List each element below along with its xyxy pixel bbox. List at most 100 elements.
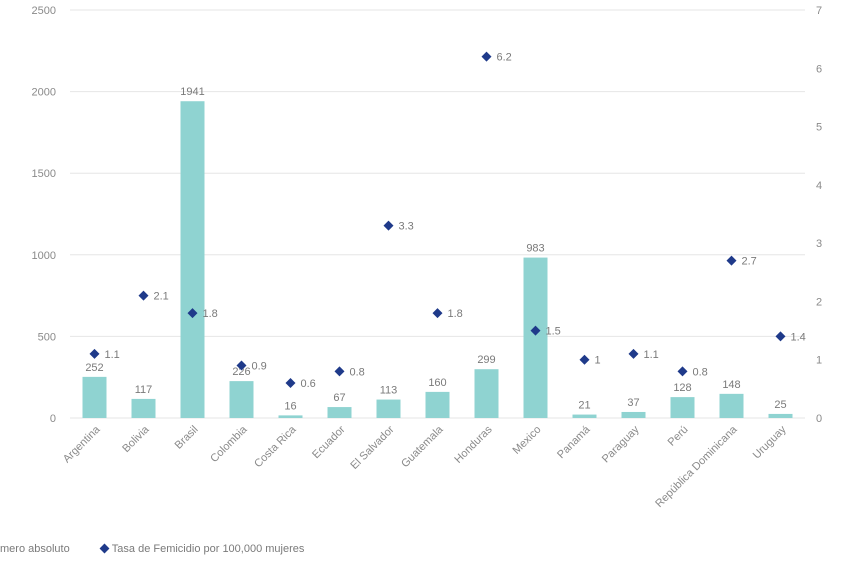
legend-item-bars: mero absoluto (0, 543, 70, 555)
bar (523, 257, 548, 418)
left-tick-label: 0 (50, 413, 56, 425)
bar-value-label: 160 (428, 377, 446, 389)
marker-point (187, 308, 198, 319)
bar (572, 414, 597, 418)
marker-point (285, 378, 296, 389)
marker-value-label: 2.7 (742, 256, 757, 268)
bar-labels: 252 117 1941 226 16 67 113 160 299 983 21 37 128 148 2… (85, 86, 786, 412)
diamond-icon (99, 543, 110, 554)
category-label: Argentina (61, 423, 103, 465)
marker-value-label: 1.1 (644, 349, 659, 361)
category-label: República Dominicana (653, 423, 740, 510)
marker-value-label: 0.6 (301, 378, 316, 390)
marker-value-label: 1.1 (105, 349, 120, 361)
bar-value-label: 16 (284, 400, 296, 412)
category-label: Guatemala (399, 423, 446, 470)
marker-point (530, 325, 541, 336)
marker-value-label: 0.9 (252, 361, 267, 373)
bar-value-label: 21 (578, 400, 590, 412)
marker-value-label: 1.8 (203, 308, 218, 320)
marker-point (383, 220, 394, 231)
right-tick-label: 2 (816, 296, 822, 308)
right-tick-label: 1 (816, 355, 822, 367)
bar-value-label: 983 (526, 243, 544, 255)
gridlines (70, 9, 805, 419)
right-axis: 0 1 2 3 4 5 6 7 (816, 5, 822, 425)
marker-value-label: 2.1 (154, 291, 169, 303)
category-label: Brasil (173, 424, 201, 452)
bar (278, 415, 303, 418)
left-tick-label: 2500 (32, 5, 56, 17)
bar (670, 397, 695, 418)
right-tick-label: 3 (816, 238, 822, 250)
marker-value-label: 3.3 (399, 221, 414, 233)
marker-point (677, 366, 688, 377)
category-label: Bolivia (120, 423, 152, 455)
marker-point (89, 348, 100, 359)
category-label: Uruguay (751, 423, 789, 461)
bar-value-label: 113 (380, 385, 398, 397)
marker-point (334, 366, 345, 377)
marker-point (236, 360, 247, 371)
legend-item-markers: Tasa de Femicidio por 100,000 mujeres (99, 543, 305, 555)
bar-value-label: 37 (627, 397, 639, 409)
left-axis: 0 500 1000 1500 2000 2500 (32, 5, 56, 425)
category-label: Ecuador (310, 423, 348, 461)
right-tick-label: 0 (816, 413, 822, 425)
bar-value-label: 148 (722, 379, 740, 391)
category-label: Perú (666, 424, 691, 449)
bar (474, 369, 499, 418)
marker-value-label: 1.8 (448, 308, 463, 320)
marker-point (579, 354, 590, 365)
legend: mero absoluto Tasa de Femicidio por 100,… (0, 543, 332, 555)
marker-point (628, 348, 639, 359)
bar (621, 411, 646, 418)
category-axis: Argentina Bolivia Brasil Colombia Costa Rica… (61, 423, 789, 510)
marker-point (775, 331, 786, 342)
legend-bar-label: mero absoluto (0, 543, 70, 555)
bar (425, 391, 450, 418)
bar (719, 393, 744, 418)
bar-value-label: 117 (135, 384, 153, 396)
right-tick-label: 6 (816, 63, 822, 75)
marker-value-label: 6.2 (497, 52, 512, 64)
legend-marker-label: Tasa de Femicidio por 100,000 mujeres (111, 543, 305, 555)
marker-series (89, 51, 786, 389)
right-tick-label: 5 (816, 122, 822, 134)
marker-point (138, 290, 149, 301)
bar-value-label: 252 (85, 362, 103, 374)
bar (229, 381, 254, 418)
bar-series (82, 101, 793, 419)
marker-value-label: 1.4 (791, 331, 806, 343)
marker-point (432, 308, 443, 319)
marker-labels: 1.1 2.1 1.8 0.9 0.6 0.8 3.3 1.8 6.2 1.5 1 1.1 0.8 2.7… (105, 52, 806, 390)
right-tick-label: 7 (816, 5, 822, 17)
bar (82, 376, 107, 418)
category-label: Honduras (452, 423, 495, 466)
bar (131, 398, 156, 418)
left-tick-label: 500 (38, 331, 56, 343)
bar-value-label: 128 (673, 382, 691, 394)
category-label: Paraguay (600, 423, 642, 465)
left-tick-label: 1500 (32, 168, 56, 180)
bar-value-label: 299 (477, 354, 495, 366)
marker-value-label: 0.8 (693, 366, 708, 378)
bar (180, 101, 205, 419)
bar-value-label: 25 (774, 399, 786, 411)
left-tick-label: 2000 (32, 87, 56, 99)
category-label: El Salvador (348, 423, 396, 471)
marker-point (726, 255, 737, 266)
bar-value-label: 67 (333, 392, 345, 404)
marker-point (481, 51, 492, 62)
bar (768, 413, 793, 418)
marker-value-label: 0.8 (350, 366, 365, 378)
marker-value-label: 1.5 (546, 326, 561, 338)
category-label: Panamá (555, 423, 593, 461)
category-label: Costa Rica (252, 423, 299, 470)
bar-value-label: 1941 (180, 86, 204, 98)
left-tick-label: 1000 (32, 250, 56, 262)
bar (327, 407, 352, 418)
category-label: Mexico (510, 424, 543, 457)
category-label: Colombia (208, 423, 250, 465)
